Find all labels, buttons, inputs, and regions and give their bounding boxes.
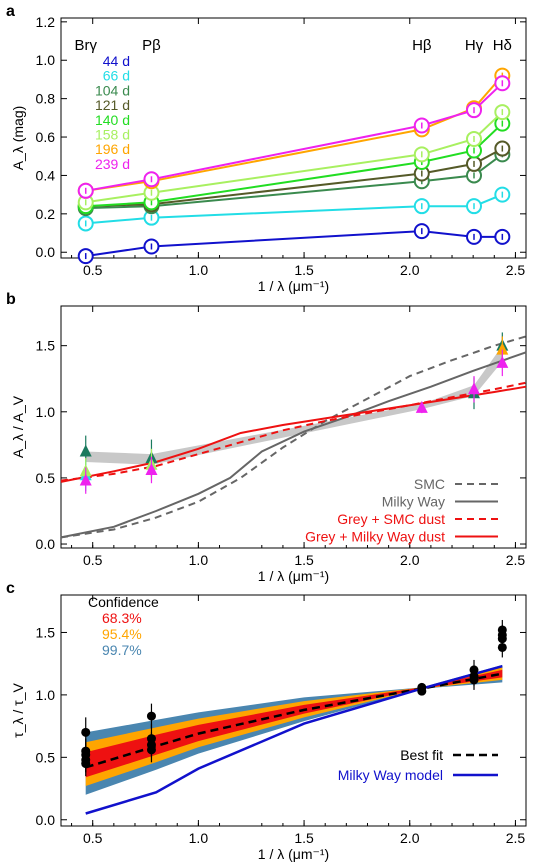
panel-label: b xyxy=(6,291,16,308)
model-line xyxy=(85,672,503,769)
x-tick-label: 1.0 xyxy=(189,830,209,846)
x-tick-label: 1.0 xyxy=(189,552,209,568)
data-point xyxy=(81,759,91,769)
plot-frame xyxy=(60,594,527,827)
confidence-title: Confidence xyxy=(88,594,159,610)
y-tick-label: 1.0 xyxy=(36,687,56,703)
x-tick-label: 2.0 xyxy=(400,830,420,846)
x-tick-label: 2.5 xyxy=(506,262,526,278)
panel-label: c xyxy=(6,580,15,597)
x-tick-label: 2.5 xyxy=(506,830,526,846)
x-tick-label: 1.5 xyxy=(294,262,314,278)
y-tick-label: 0.5 xyxy=(36,749,56,765)
x-tick-label: 2.0 xyxy=(400,552,420,568)
x-tick-label: 2.0 xyxy=(400,262,420,278)
data-point xyxy=(146,711,156,721)
x-axis-label: 1 / λ (μm⁻¹) xyxy=(258,846,329,862)
line-label: Hβ xyxy=(412,37,432,54)
x-tick-label: 1.5 xyxy=(294,830,314,846)
x-tick-label: 0.5 xyxy=(83,830,103,846)
x-axis-label: 1 / λ (μm⁻¹) xyxy=(258,278,329,294)
x-tick-label: 1.5 xyxy=(294,552,314,568)
shaded-band xyxy=(85,345,503,465)
y-axis-label: τ_λ / τ_V xyxy=(10,683,26,738)
y-axis-label: A_λ (mag) xyxy=(10,106,26,171)
plot-frame xyxy=(60,17,527,259)
x-axis-label: 1 / λ (μm⁻¹) xyxy=(258,568,329,584)
legend-entry: 66 d xyxy=(103,68,130,84)
legend-entry: Milky Way xyxy=(382,494,445,510)
line-label: Hγ xyxy=(465,37,484,54)
data-point xyxy=(146,745,156,755)
x-tick-label: 0.5 xyxy=(83,262,103,278)
model-curve xyxy=(60,351,527,539)
legend-entry: SMC xyxy=(414,476,445,492)
x-tick-label: 0.5 xyxy=(83,552,103,568)
x-tick-label: 1.0 xyxy=(189,262,209,278)
legend-entry: 158 d xyxy=(95,127,130,143)
line-label: Brγ xyxy=(74,37,97,54)
y-axis-label: A_λ / A_V xyxy=(10,395,26,458)
panel-label: a xyxy=(6,3,15,20)
y-tick-label: 1.5 xyxy=(36,624,56,640)
plot-frame xyxy=(60,305,527,549)
y-tick-label: 0.6 xyxy=(36,129,56,145)
data-point xyxy=(469,675,479,685)
data-point xyxy=(417,686,427,696)
legend-entry: 104 d xyxy=(95,82,130,98)
line-label: Hδ xyxy=(493,37,512,54)
y-tick-label: 0.0 xyxy=(36,536,56,552)
panel-a-axes: 0.5 1.0 1.5 2.0 2.5 0.0 0.2 0.4 0.6 0.8 1.0 1.2 1 / … xyxy=(6,3,527,294)
data-point xyxy=(497,642,507,652)
legend-entry: 239 d xyxy=(95,156,130,172)
data-point xyxy=(79,473,92,486)
model-line xyxy=(85,664,503,815)
y-tick-label: 0.8 xyxy=(36,91,56,107)
y-tick-label: 1.2 xyxy=(36,14,56,30)
confidence-band xyxy=(85,669,503,778)
legend-entry: 196 d xyxy=(95,141,130,157)
confidence-entry: 68.3% xyxy=(102,610,142,626)
y-tick-label: 1.5 xyxy=(36,338,56,354)
confidence-entry: 99.7% xyxy=(102,642,142,658)
legend-entry: Best fit xyxy=(400,747,443,763)
data-point xyxy=(496,342,509,355)
x-tick-label: 2.5 xyxy=(506,552,526,568)
line-label: Pβ xyxy=(142,37,161,54)
y-tick-label: 0.0 xyxy=(36,812,56,828)
legend-entry: Grey + Milky Way dust xyxy=(305,529,445,545)
data-point xyxy=(496,355,509,368)
legend-entry: 140 d xyxy=(95,112,130,128)
y-tick-label: 0.2 xyxy=(36,206,56,222)
confidence-entry: 95.4% xyxy=(102,626,142,642)
data-point xyxy=(468,382,481,395)
y-tick-label: 0.5 xyxy=(36,470,56,486)
y-tick-label: 0.4 xyxy=(36,167,56,183)
legend-entry: 121 d xyxy=(95,97,130,113)
y-tick-label: 0.0 xyxy=(36,244,56,260)
legend-entry: Milky Way model xyxy=(338,767,443,783)
data-point xyxy=(145,462,158,475)
y-tick-label: 1.0 xyxy=(36,52,56,68)
panel-c-axes: 0.5 1.0 1.5 2.0 2.50.00.51.01.51 / λ (μm⁻¹)τ… xyxy=(6,580,527,862)
data-point xyxy=(81,727,91,737)
legend-entry: 44 d xyxy=(103,53,130,69)
data-point xyxy=(79,444,92,457)
data-point xyxy=(415,400,428,413)
legend-entry: Grey + SMC dust xyxy=(337,511,445,527)
y-tick-label: 1.0 xyxy=(36,404,56,420)
model-curve xyxy=(60,335,527,539)
panel-b-axes: 0.5 1.0 1.5 2.0 2.50.00.51.01.51 / λ (μm⁻¹)A… xyxy=(6,291,527,584)
